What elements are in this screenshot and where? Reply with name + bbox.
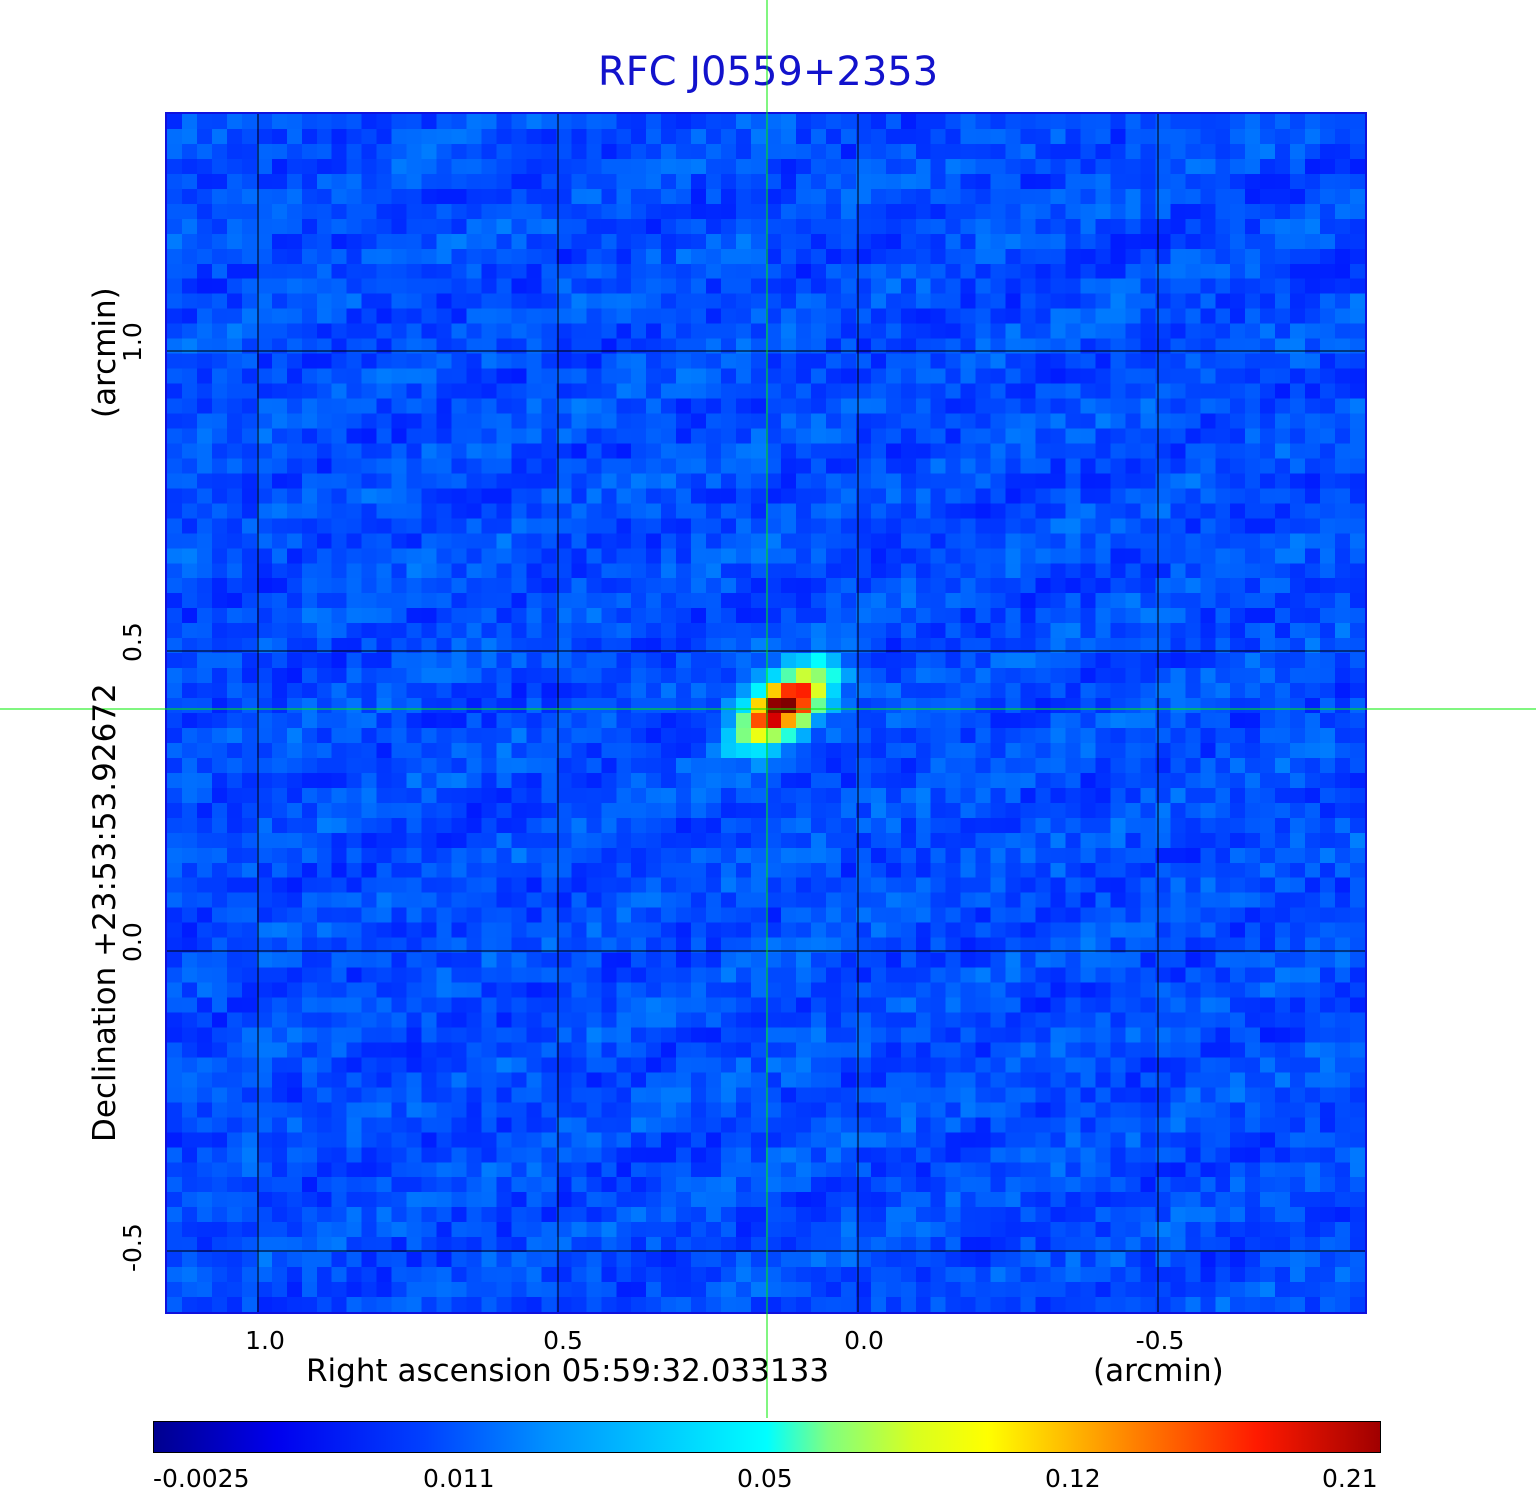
y-tick-label: -0.5 xyxy=(118,1223,147,1272)
y-axis-label: Declination +23:53:53.92672 xyxy=(87,683,123,1142)
colorbar-tick-label: -0.0025 xyxy=(153,1464,250,1493)
colorbar-tick-label: 0.21 xyxy=(1322,1464,1378,1493)
colorbar xyxy=(153,1421,1381,1453)
y-tick-label: 0.0 xyxy=(118,922,147,962)
y-tick-label: 0.5 xyxy=(118,622,147,662)
colorbar-tick-label: 0.12 xyxy=(1045,1464,1101,1493)
x-axis-label: Right ascension 05:59:32.033133 xyxy=(306,1353,830,1389)
radio-image-map[interactable] xyxy=(165,112,1367,1314)
y-axis-unit-label: (arcmin) xyxy=(87,287,123,418)
colorbar-tick-label: 0.05 xyxy=(737,1464,793,1493)
coordinate-grid xyxy=(167,114,1365,1312)
plot-title: RFC J0559+2353 xyxy=(597,49,939,95)
x-tick-label: -0.5 xyxy=(1135,1326,1185,1355)
x-tick-label: 0.0 xyxy=(844,1326,884,1355)
radio-image-pixels xyxy=(167,114,1365,1312)
colorbar-tick-label: 0.011 xyxy=(423,1464,495,1493)
x-tick-label: 0.5 xyxy=(543,1326,583,1355)
x-tick-label: 1.0 xyxy=(245,1326,285,1355)
x-axis-unit-label: (arcmin) xyxy=(1093,1353,1224,1389)
y-tick-label: 1.0 xyxy=(118,322,147,362)
